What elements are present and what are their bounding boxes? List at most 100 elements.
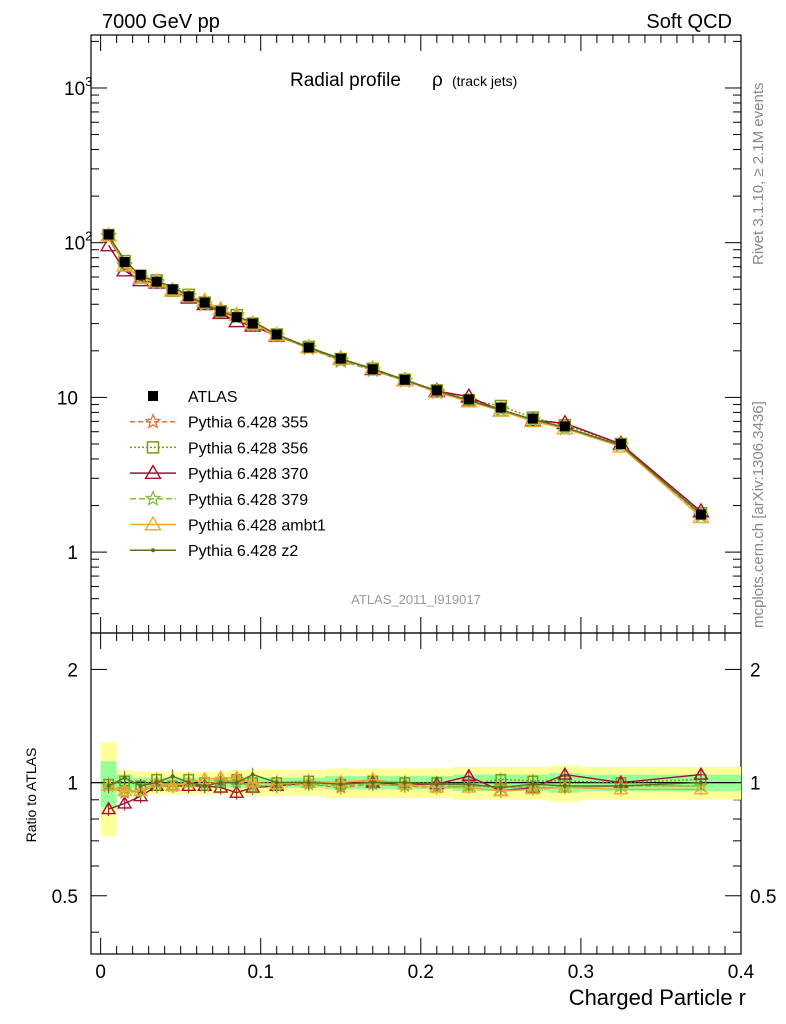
ratio-point-pythia-6-428-ambt1 [245,774,261,788]
ratio-series-group [101,766,709,817]
point-atlas [399,374,410,385]
plot-title-symbol: ρ [432,70,443,91]
legend-label: Pythia 6.428 z2 [188,543,298,560]
ratio-point-pythia-6-428-z2 [306,780,311,785]
point-atlas [335,353,346,364]
ratio-line-pythia-6-428-z2 [108,773,702,789]
point-atlas [615,438,626,449]
plot-title-suffix: (track jets) [452,73,517,89]
point-atlas [559,421,570,432]
legend-marker [151,548,155,553]
ratio-y-tick-label-right: 0.5 [750,887,776,908]
legend: ATLAS Pythia 6.428 355 Pythia 6.428 356 Pyt… [130,389,326,560]
legend-label: Pythia 6.428 355 [188,415,308,432]
point-pythia-6-428-379 [116,256,133,272]
ratio-y-tick-label: 2 [67,660,78,681]
ratio-point-pythia-6-428-z2 [106,783,111,788]
point-atlas [463,394,474,405]
point-atlas [271,329,282,340]
ratio-point-pythia-6-428-370 [117,795,133,809]
point-atlas [151,276,162,287]
main-y-tick-label: 1 [67,543,78,564]
ratio-point-pythia-6-428-z2 [530,782,535,787]
legend-marker [144,490,162,506]
ratio-point-pythia-6-428-ambt1 [525,781,541,795]
point-atlas [527,413,538,424]
legend-entry-pythia-6-428-379: Pythia 6.428 379 [130,490,308,509]
mcplots-label: mcplots.cern.ch [arXiv:1306.3436] [750,401,767,628]
ratio-point-pythia-6-428-z2 [498,785,503,790]
ratio-point-pythia-6-428-370 [101,801,117,815]
ratio-point-pythia-6-428-z2 [274,780,279,785]
point-atlas [199,297,210,308]
main-axis-ticks: 1 10 102 103 [57,35,742,634]
ratio-point-pythia-6-428-z2 [202,783,207,788]
plot-title: Radial profile [290,70,401,91]
ratio-y-tick-label: 0.5 [52,887,78,908]
x-tick-label: 0.3 [568,962,594,983]
x-axis-label: Charged Particle r [569,985,746,1010]
ratio-point-pythia-6-428-ambt1 [133,783,149,797]
x-tick-label: 0.4 [728,962,755,983]
analysis-watermark: ATLAS_2011_I919017 [351,592,481,607]
ratio-point-pythia-6-428-370 [229,784,245,798]
ratio-point-pythia-6-428-z2 [122,775,127,780]
x-tick-label: 0 [95,962,106,983]
ratio-point-pythia-6-428-z2 [186,780,191,785]
legend-entry-pythia-6-428-ambt1: Pythia 6.428 ambt1 [130,515,326,535]
point-atlas [119,257,130,268]
ratio-point-pythia-6-428-z2 [234,780,239,785]
point-atlas [367,364,378,375]
header-right: Soft QCD [646,11,732,33]
ratio-point-pythia-6-428-z2 [618,783,623,788]
ratio-y-tick-label-right: 1 [750,774,761,795]
legend-marker [146,441,160,454]
legend-label: ATLAS [188,389,238,406]
ratio-y-tick-label-right: 2 [750,660,761,681]
legend-label: Pythia 6.428 379 [188,492,308,509]
rivet-label: Rivet 3.1.10, ≥ 2.1M events [750,83,767,266]
ratio-point-pythia-6-428-z2 [370,780,375,785]
ratio-point-pythia-6-428-ambt1 [693,781,709,795]
point-atlas [495,402,506,413]
point-atlas [183,291,194,302]
ratio-point-pythia-6-428-z2 [402,780,407,785]
legend-marker [144,413,162,429]
point-atlas [431,385,442,396]
header-left: 7000 GeV pp [102,11,220,33]
ratio-point-pythia-6-428-ambt1 [429,779,445,793]
point-atlas [135,269,146,280]
legend-marker [148,391,158,401]
x-tick-label: 0.1 [247,962,273,983]
point-pythia-6-428-379 [132,269,149,286]
ratio-series-pythia-6-428-z2 [106,767,703,795]
legend-entry-pythia-6-428-355: Pythia 6.428 355 [130,413,308,432]
point-atlas [231,312,242,323]
ratio-point-pythia-6-428-z2 [338,782,343,787]
ratio-point-pythia-6-428-z2 [138,783,143,788]
ratio-point-pythia-6-428-z2 [466,782,471,787]
legend-entry-pythia-6-428-356: Pythia 6.428 356 [130,440,308,457]
main-y-tick-label: 103 [64,74,92,100]
legend-entry-atlas: ATLAS [148,389,238,406]
legend-marker [144,464,162,480]
ratio-y-tick-label: 1 [67,774,78,795]
point-atlas [103,229,114,240]
legend-entry-pythia-6-428-370: Pythia 6.428 370 [130,464,308,483]
legend-marker [144,515,162,531]
ratio-point-pythia-6-428-z2 [154,780,159,785]
series-atlas [103,229,706,520]
legend-label: Pythia 6.428 356 [188,440,308,457]
main-series-group [99,226,710,524]
main-y-tick-exponent: 3 [85,74,92,89]
ratio-point-pythia-6-428-ambt1 [493,783,509,797]
point-atlas [695,509,706,520]
main-y-tick-exponent: 2 [85,229,92,244]
ratio-point-pythia-6-428-ambt1 [117,783,133,797]
ratio-line-pythia-6-428-356 [108,778,702,787]
ratio-line-pythia-6-428-ambt1 [108,777,701,792]
ratio-point-pythia-6-428-z2 [250,772,255,777]
legend-entry-pythia-6-428-z2: Pythia 6.428 z2 [130,543,298,560]
point-atlas [167,284,178,295]
legend-label: Pythia 6.428 ambt1 [188,518,326,535]
